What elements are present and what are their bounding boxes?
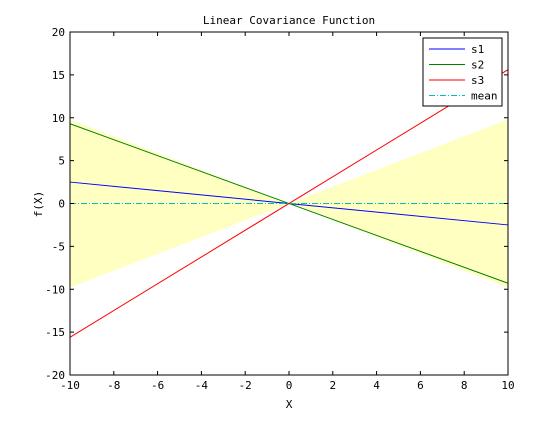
x-tick-label: 4: [373, 379, 380, 392]
y-tick-label: -5: [52, 240, 65, 253]
x-tick-label: -10: [60, 379, 80, 392]
y-tick-label: 10: [52, 112, 65, 125]
x-tick-label: 8: [461, 379, 468, 392]
x-tick-label: -8: [107, 379, 120, 392]
y-tick-label: 15: [52, 69, 65, 82]
series-line-s3: [69, 69, 509, 338]
x-axis-label: X: [286, 398, 293, 411]
x-tick-label: -6: [151, 379, 164, 392]
legend-label-s1: s1: [471, 43, 484, 56]
y-tick-label: -10: [45, 283, 65, 296]
legend-label-s2: s2: [471, 59, 484, 72]
y-tick-label: -15: [45, 326, 65, 339]
x-tick-label: 0: [286, 379, 293, 392]
y-tick-label: 0: [58, 198, 65, 211]
y-axis-label: f(X): [32, 191, 45, 218]
x-tick-label: -2: [239, 379, 252, 392]
legend-label-mean: mean: [471, 90, 498, 103]
x-tick-label: 10: [501, 379, 514, 392]
chart-title: Linear Covariance Function: [203, 14, 375, 27]
y-tick-label: -20: [45, 369, 65, 382]
series-layer: [69, 69, 509, 338]
x-tick-label: -4: [195, 379, 209, 392]
x-tick-label: 6: [417, 379, 424, 392]
x-tick-label: 2: [329, 379, 336, 392]
y-tick-label: 5: [58, 155, 65, 168]
legend-label-s3: s3: [471, 74, 484, 87]
y-tick-label: 20: [52, 26, 65, 39]
legend: s1 s2 s3 mean: [422, 37, 503, 107]
